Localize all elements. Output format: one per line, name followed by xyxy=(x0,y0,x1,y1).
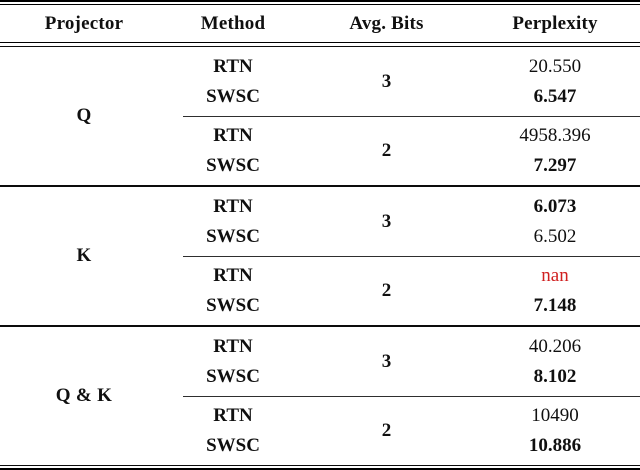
bits-value: 3 xyxy=(381,70,392,92)
section-separator-rule xyxy=(0,325,640,327)
method-name: RTN xyxy=(213,195,253,217)
perplexity-value: 6.502 xyxy=(533,225,577,247)
header-avg-bits: Avg. Bits xyxy=(349,12,424,34)
projector-cell-q-and-k: Q & K xyxy=(55,385,113,406)
section-k: K RTN SWSC 3 6.073 6.502 RTN SWSC 2 nan … xyxy=(0,187,640,325)
bottom-double-rule xyxy=(0,465,640,470)
perplexity-cell: 40.206 8.102 xyxy=(490,327,640,396)
header-projector: Projector xyxy=(44,12,124,34)
method-cell: RTN SWSC xyxy=(183,47,283,116)
method-cell: RTN SWSC xyxy=(183,116,283,185)
perplexity-value: 40.206 xyxy=(528,335,582,357)
method-name: RTN xyxy=(213,405,253,426)
bits-value: 2 xyxy=(381,140,392,161)
table-header-row: Projector Method Avg. Bits Perplexity xyxy=(0,5,640,42)
method-name: SWSC xyxy=(206,295,260,316)
method-name: SWSC xyxy=(206,435,260,456)
bits-value: 2 xyxy=(381,280,392,301)
bits-value: 3 xyxy=(381,350,392,372)
bits-cell: 2 xyxy=(283,256,490,325)
perplexity-cell: 20.550 6.547 xyxy=(490,47,640,116)
bits-cell: 2 xyxy=(283,116,490,185)
bits-cell: 2 xyxy=(283,396,490,465)
bits-cell: 3 xyxy=(283,187,490,256)
header-method: Method xyxy=(200,12,266,34)
method-cell: RTN SWSC xyxy=(183,327,283,396)
bits-value: 2 xyxy=(381,420,392,441)
method-cell: RTN SWSC xyxy=(183,256,283,325)
perplexity-cell: 6.073 6.502 xyxy=(490,187,640,256)
perplexity-value: 8.102 xyxy=(533,365,577,387)
bits-cell: 3 xyxy=(283,327,490,396)
perplexity-value: 7.148 xyxy=(533,295,577,316)
projector-cell-q: Q xyxy=(76,105,92,126)
header-separator-rule xyxy=(0,42,640,47)
section-q-and-k: Q & K RTN SWSC 3 40.206 8.102 RTN SWSC 2… xyxy=(0,327,640,465)
perplexity-cell: 10490 10.886 xyxy=(490,396,640,465)
perplexity-value-nan: nan xyxy=(541,265,569,286)
perplexity-cell: nan 7.148 xyxy=(490,256,640,325)
bits-cell: 3 xyxy=(283,47,490,116)
perplexity-value: 6.547 xyxy=(533,85,577,107)
method-name: SWSC xyxy=(206,225,260,247)
header-perplexity: Perplexity xyxy=(512,12,598,34)
method-name: SWSC xyxy=(206,365,260,387)
perplexity-cell: 4958.396 7.297 xyxy=(490,116,640,185)
perplexity-value: 7.297 xyxy=(533,155,577,176)
method-name: SWSC xyxy=(206,85,260,107)
top-double-rule xyxy=(0,0,640,5)
section-separator-rule xyxy=(0,185,640,187)
bits-value: 3 xyxy=(381,210,392,232)
perplexity-value: 10490 xyxy=(531,405,579,426)
method-name: RTN xyxy=(213,335,253,357)
section-q: Q RTN SWSC 3 20.550 6.547 RTN SWSC 2 495… xyxy=(0,47,640,185)
method-cell: RTN SWSC xyxy=(183,396,283,465)
method-name: SWSC xyxy=(206,155,260,176)
method-name: RTN xyxy=(213,55,253,77)
method-name: RTN xyxy=(213,265,253,286)
method-name: RTN xyxy=(213,125,253,146)
method-cell: RTN SWSC xyxy=(183,187,283,256)
perplexity-value: 10.886 xyxy=(528,435,582,456)
perplexity-value: 4958.396 xyxy=(519,125,591,146)
perplexity-value: 20.550 xyxy=(528,55,582,77)
perplexity-value: 6.073 xyxy=(533,195,577,217)
projector-cell-k: K xyxy=(76,245,92,266)
